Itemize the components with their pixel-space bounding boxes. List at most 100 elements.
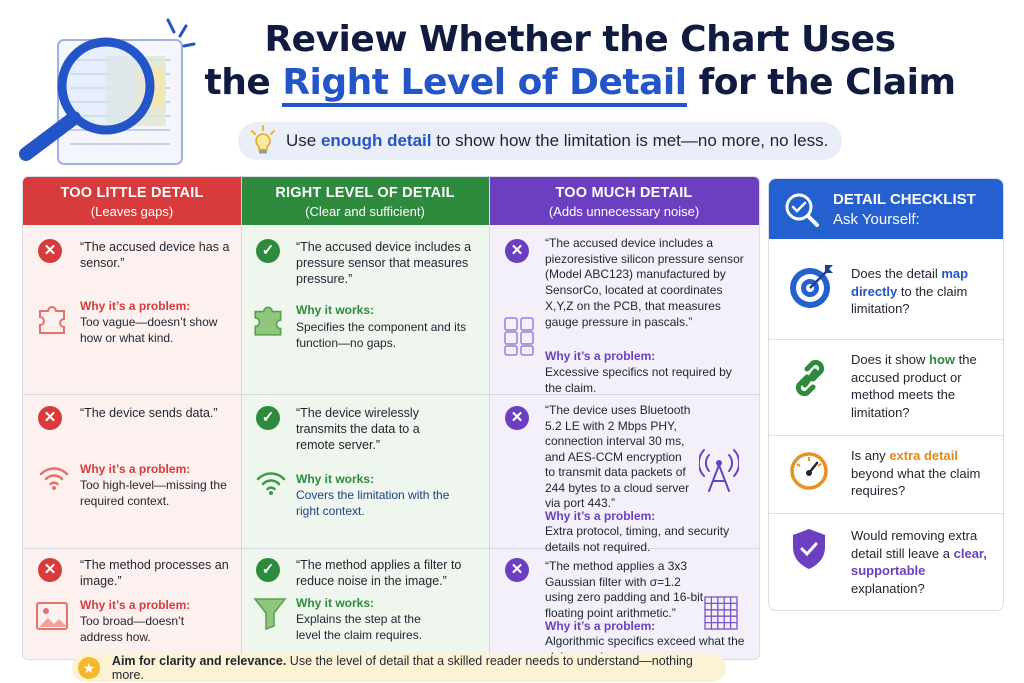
why-label: Why it’s a problem: — [545, 619, 656, 633]
quote-text: “The device wirelessly transmits the dat… — [296, 406, 420, 452]
column-too-much — [489, 225, 759, 659]
column-right — [241, 225, 489, 659]
title-line2-post: for the Claim — [686, 62, 956, 103]
quote-text: “The method processes an image.” — [80, 558, 229, 588]
detail-checklist: DETAIL CHECKLIST Ask Yourself: Does the … — [768, 178, 1004, 611]
quote-text: “The device uses Bluetooth 5.2 LE with 2… — [545, 403, 691, 510]
subtitle-highlight: enough detail — [320, 131, 432, 150]
explanation-text: Extra protocol, timing, and security det… — [545, 524, 730, 554]
explanation-text: Excessive specifics not required by the … — [545, 365, 732, 395]
explanation-text: Specifies the component and its function… — [296, 320, 467, 350]
footer-rest: Use the level of detail that a skilled r… — [111, 654, 693, 682]
item-highlight: extra detail — [889, 448, 958, 463]
column-subtitle: (Clear and sufficient) — [305, 204, 425, 219]
gauge-icon — [790, 452, 828, 490]
star-icon: ★ — [78, 657, 100, 679]
subtitle-banner: Use enough detail to show how the limita… — [238, 122, 842, 160]
quote-text: “The accused device includes a pressure … — [296, 240, 472, 286]
checklist-title: DETAIL CHECKLIST — [833, 191, 976, 208]
x-mark-icon: ✕ — [38, 406, 62, 430]
explanation-text: Too vague—doesn’t show how or what kind. — [80, 315, 218, 345]
item-highlight: map directly — [851, 266, 969, 299]
x-mark-icon: ✕ — [505, 406, 529, 430]
divider — [241, 177, 242, 659]
wifi-icon — [39, 467, 69, 490]
why-label: Why it’s a problem: — [545, 509, 656, 523]
column-title: TOO LITTLE DETAIL — [60, 185, 204, 201]
divider — [23, 394, 759, 395]
check-mark-icon: ✓ — [256, 558, 280, 582]
column-subtitle: (Adds unnecessary noise) — [548, 204, 700, 219]
checklist-item: Would removing extra detail still leave … — [851, 527, 993, 597]
subtitle-text: Use enough detail to show how the limita… — [286, 131, 828, 151]
puzzle-icon — [39, 306, 65, 334]
why-label: Why it’s a problem: — [80, 462, 191, 476]
divider — [769, 513, 1003, 514]
divider — [769, 435, 1003, 436]
checklist-item: Is any extra detail beyond what the clai… — [851, 447, 993, 500]
puzzle-icon — [254, 306, 282, 336]
quote-text: “The method applies a filter to reduce n… — [296, 558, 462, 588]
explanation-text: Covers the limitation with the right con… — [296, 488, 450, 518]
title-line-1: Review Whether the Chart Uses — [264, 19, 896, 60]
search-check-icon — [785, 193, 819, 227]
item-post: explanation? — [851, 580, 925, 596]
column-title: RIGHT LEVEL OF DETAIL — [275, 185, 455, 201]
footer-tip: ★ Aim for clarity and relevance. Use the… — [72, 654, 726, 682]
target-icon — [790, 265, 833, 308]
title-line2-pre: the — [204, 62, 283, 103]
explanation-text: Too broad—doesn’t address how. — [80, 614, 185, 644]
divider — [769, 339, 1003, 340]
column-subtitle: (Leaves gaps) — [90, 204, 174, 219]
item-pre: Does the detail — [851, 266, 942, 281]
title-highlight: Right Level of Detail — [282, 62, 687, 107]
wifi-icon — [256, 472, 286, 495]
why-label: Why it works: — [296, 472, 375, 486]
item-highlight: how — [929, 352, 956, 367]
x-mark-icon: ✕ — [505, 239, 529, 263]
check-mark-icon: ✓ — [256, 239, 280, 263]
puzzle-grid-icon — [504, 317, 534, 356]
item-pre: Does it show — [851, 352, 930, 367]
quote-text: “The device sends data.” — [80, 406, 218, 420]
title-line-2: the Right Level of Detail for the Claim — [200, 61, 960, 107]
checklist-item: Does the detail map directly to the clai… — [851, 265, 993, 318]
why-label: Why it works: — [296, 596, 375, 610]
item-highlight: clear, supportable — [851, 545, 987, 579]
checklist-header: DETAIL CHECKLIST Ask Yourself: — [769, 179, 1003, 239]
antenna-icon — [699, 449, 739, 492]
grid-icon — [704, 596, 738, 630]
divider — [23, 548, 759, 549]
quote-text: “The accused device has a sensor.” — [80, 240, 230, 270]
subtitle-post: to show how the limitation is met—no mor… — [431, 131, 829, 150]
quote-text: “The accused device includes a piezoresi… — [545, 236, 744, 329]
quote-text: “The method applies a 3x3 Gaussian filte… — [545, 559, 704, 620]
explanation-text: Explains the step at the level the claim… — [296, 612, 423, 642]
magnifier-chart-icon — [19, 18, 196, 165]
checklist-item: Does it show how the accused product or … — [851, 351, 993, 421]
why-label: Why it’s a problem: — [80, 299, 191, 313]
column-header-too-much: TOO MUCH DETAIL (Adds unnecessary noise) — [489, 177, 759, 225]
item-post: the accused product or method meets the … — [851, 352, 977, 420]
column-header-too-little: TOO LITTLE DETAIL (Leaves gaps) — [23, 177, 241, 225]
image-icon — [36, 602, 68, 630]
check-mark-icon: ✓ — [256, 406, 280, 430]
why-label: Why it works: — [296, 303, 375, 317]
subtitle-pre: Use — [286, 131, 321, 150]
item-pre: Would removing extra detail still leave … — [851, 528, 978, 561]
why-label: Why it’s a problem: — [80, 598, 191, 612]
why-label: Why it’s a problem: — [545, 349, 656, 363]
item-post: to the claim limitation? — [851, 283, 968, 317]
comparison-table: TOO LITTLE DETAIL (Leaves gaps) RIGHT LE… — [22, 176, 760, 660]
item-post: beyond what the claim requires? — [851, 465, 981, 499]
column-title: TOO MUCH DETAIL — [555, 185, 693, 201]
chain-link-icon — [795, 359, 825, 397]
shield-check-icon — [793, 529, 825, 569]
lightbulb-icon — [251, 125, 275, 154]
footer-bold: Aim for clarity and relevance. — [111, 654, 287, 668]
footer-text: Aim for clarity and relevance. Use the l… — [112, 654, 726, 682]
explanation-text: Too high-level—missing the required cont… — [80, 478, 227, 508]
funnel-icon — [253, 598, 287, 631]
checklist-subtitle: Ask Yourself: — [833, 211, 920, 228]
divider — [489, 177, 490, 659]
